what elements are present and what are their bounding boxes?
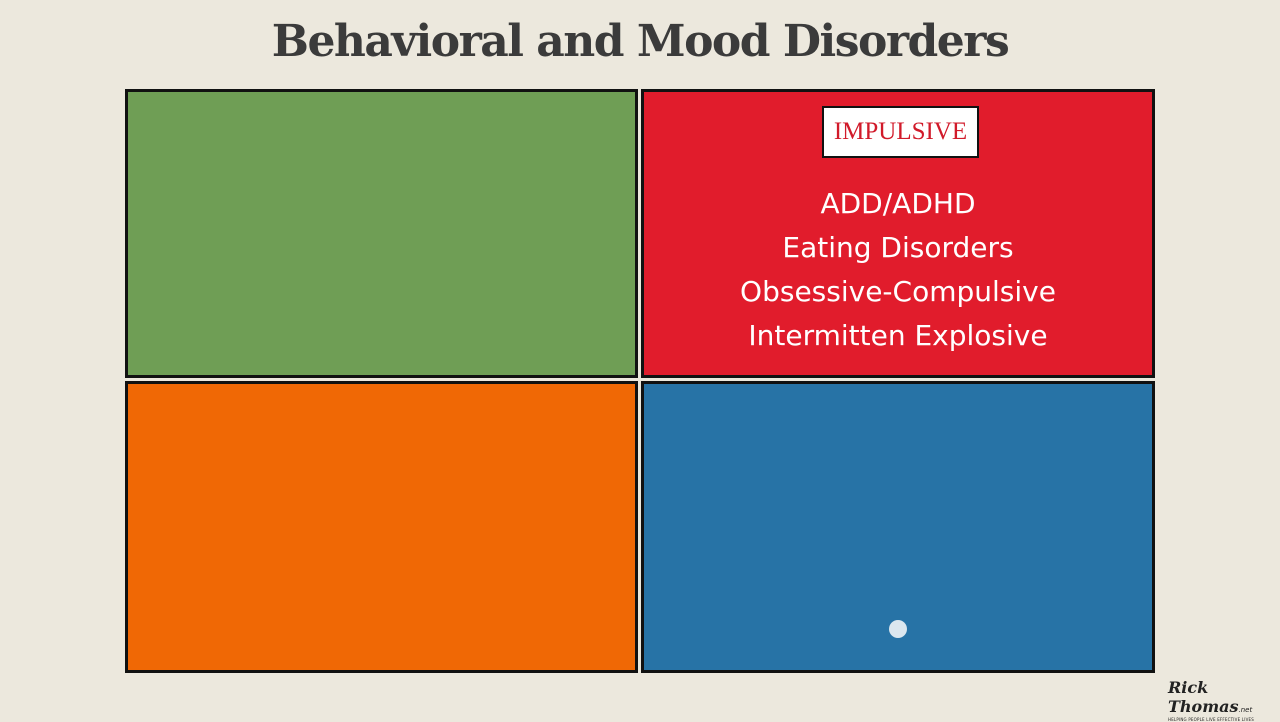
panel-item: Intermitten Explosive bbox=[748, 319, 1048, 352]
orange-panel bbox=[125, 381, 638, 673]
panel-items: ADD/ADHD Eating Disorders Obsessive-Compul… bbox=[644, 182, 1152, 358]
slide-title: Behavioral and Mood Disorders bbox=[271, 16, 1010, 67]
panel-item: Eating Disorders bbox=[782, 231, 1014, 264]
panel-label: IMPULSIVE bbox=[822, 106, 979, 158]
green-panel bbox=[125, 89, 638, 378]
cursor-icon bbox=[889, 620, 907, 638]
red-panel: IMPULSIVE ADD/ADHD Eating Disorders Obsess… bbox=[641, 89, 1155, 378]
panel-item: ADD/ADHD bbox=[820, 187, 976, 220]
logo-name: Rick Thomas bbox=[1168, 678, 1239, 716]
blue-panel bbox=[641, 381, 1155, 673]
logo: Rick Thomas.net HELPING PEOPLE LIVE EFFE… bbox=[1168, 678, 1272, 722]
logo-suffix: .net bbox=[1238, 706, 1253, 714]
panel-item: Obsessive-Compulsive bbox=[740, 275, 1056, 308]
